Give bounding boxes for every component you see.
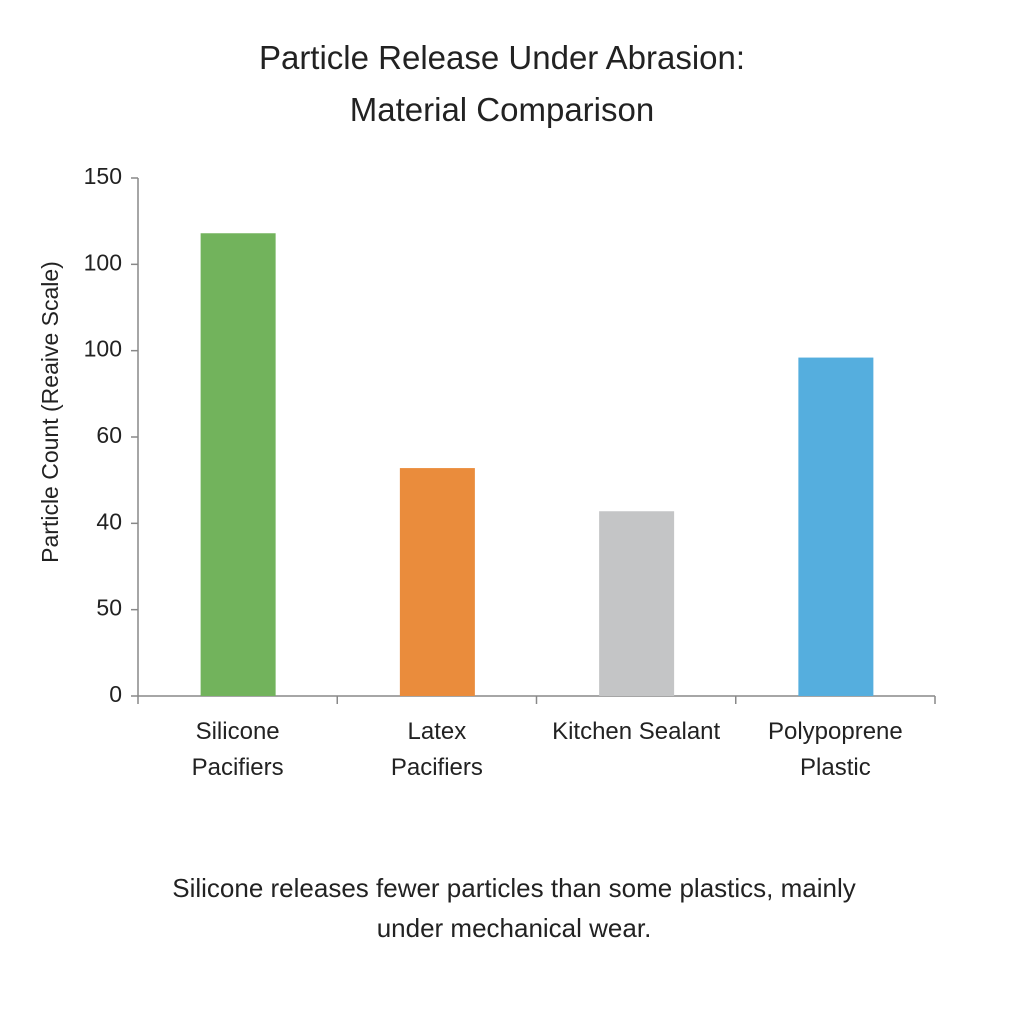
- chart-title: Particle Release Under Abrasion: Materia…: [258, 39, 746, 128]
- x-tick-label: Latex Pacifiers: [390, 718, 483, 781]
- y-tick-label: 0: [109, 681, 122, 707]
- x-tick-label: Kitchen Sealant: [552, 718, 721, 745]
- x-tick-label: Silicone Pacifiers: [191, 718, 284, 781]
- x-tick-label: Polypoprene Plastic: [767, 718, 903, 781]
- bar: [200, 233, 276, 696]
- bar: [599, 511, 675, 696]
- y-axis-label: Particle Count (Reaive Scale): [37, 261, 63, 563]
- bar: [798, 357, 874, 696]
- y-tick-label: 100: [84, 249, 122, 275]
- y-tick-label: 100: [84, 336, 122, 362]
- annotation: Silicone releases fewer particles than s…: [172, 873, 856, 943]
- y-tick-label: 150: [84, 163, 122, 189]
- y-tick-label: 50: [96, 595, 122, 621]
- y-tick-label: 40: [96, 508, 122, 534]
- y-tick-label: 60: [96, 422, 122, 448]
- bar: [399, 468, 475, 696]
